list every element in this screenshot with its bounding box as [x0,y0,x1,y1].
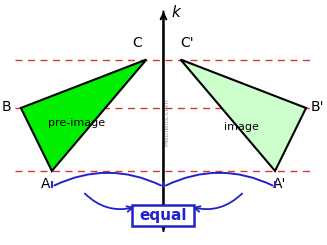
Text: A: A [41,177,50,191]
Text: A': A' [273,177,286,191]
Text: MathBits.com: MathBits.com [163,99,169,146]
FancyBboxPatch shape [132,205,195,226]
Polygon shape [21,60,146,171]
Polygon shape [181,60,306,171]
Text: C': C' [180,36,194,50]
Text: image: image [224,122,258,132]
Text: C: C [132,36,142,50]
Text: equal: equal [140,208,187,223]
Text: pre-image: pre-image [48,118,105,127]
Text: $k$: $k$ [171,4,182,20]
Text: B: B [2,100,11,114]
Text: B': B' [311,100,324,114]
